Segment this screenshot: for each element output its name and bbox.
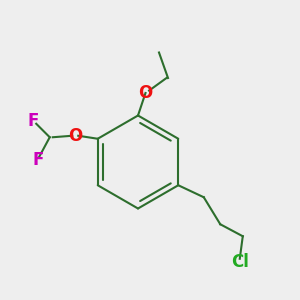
Text: O: O — [68, 127, 83, 145]
Text: F: F — [28, 112, 39, 130]
Text: F: F — [32, 151, 44, 169]
Text: O: O — [138, 84, 153, 102]
Text: Cl: Cl — [231, 253, 249, 271]
